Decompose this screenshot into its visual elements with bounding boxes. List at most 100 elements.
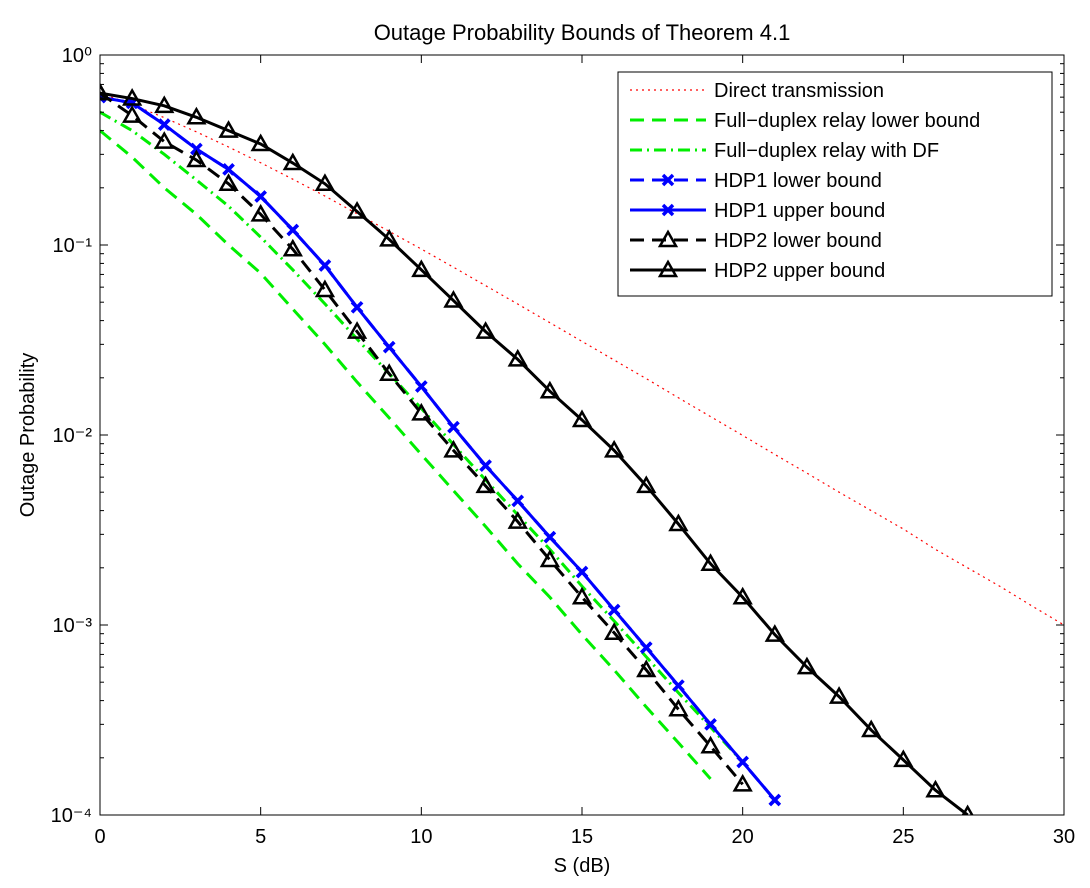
marker-triangle — [186, 106, 207, 125]
x-tick-label: 25 — [892, 826, 914, 848]
marker-triangle — [603, 622, 625, 641]
marker-triangle — [571, 586, 593, 605]
series-line — [100, 129, 712, 780]
legend-label: Full−duplex relay with DF — [714, 140, 939, 162]
marker-x — [661, 173, 675, 187]
series-line — [100, 91, 744, 786]
marker-triangle — [668, 513, 689, 532]
marker-triangle — [282, 238, 303, 257]
marker-triangle — [571, 409, 593, 428]
marker-x — [704, 718, 717, 731]
series-line — [100, 91, 969, 815]
marker-triangle — [961, 804, 974, 815]
marker-x — [382, 340, 396, 354]
marker-triangle — [154, 131, 175, 149]
legend-label: HDP1 upper bound — [714, 200, 885, 222]
y-tick-label: 10⁰ — [62, 45, 92, 67]
marker-x — [415, 380, 428, 393]
marker-triangle — [346, 201, 368, 219]
marker-x — [190, 142, 203, 156]
x-axis-label: S (dB) — [554, 855, 611, 877]
marker-triangle — [732, 773, 753, 792]
marker-triangle — [828, 686, 850, 704]
y-tick-label: 10⁻² — [53, 425, 93, 447]
marker-x — [350, 301, 364, 314]
series-line — [100, 95, 776, 801]
marker-triangle — [657, 259, 679, 278]
marker-x — [511, 494, 524, 508]
marker-triangle — [250, 133, 271, 152]
legend-label: Full−duplex relay lower bound — [714, 110, 980, 132]
marker-triangle — [121, 88, 143, 106]
series-line — [100, 92, 1064, 626]
marker-triangle — [507, 511, 528, 529]
x-tick-label: 5 — [255, 826, 266, 848]
marker-x — [575, 565, 589, 579]
marker-triangle — [861, 719, 882, 738]
marker-triangle — [539, 380, 561, 399]
marker-x — [661, 203, 675, 217]
legend-label: HDP2 lower bound — [714, 230, 882, 252]
marker-x — [158, 118, 171, 131]
y-tick-label: 10⁻⁴ — [51, 805, 92, 827]
x-tick-label: 15 — [571, 826, 593, 848]
marker-triangle — [636, 659, 657, 678]
legend-box — [617, 71, 1053, 297]
marker-triangle — [218, 120, 239, 138]
marker-triangle — [314, 279, 336, 298]
x-tick-label: 30 — [1053, 826, 1075, 848]
marker-triangle — [925, 779, 946, 798]
marker-triangle — [154, 95, 175, 114]
series-line — [100, 110, 744, 764]
marker-x — [447, 420, 460, 434]
marker-triangle — [411, 259, 432, 278]
marker-x — [640, 641, 653, 654]
marker-triangle — [700, 735, 721, 754]
marker-triangle — [100, 82, 111, 101]
marker-triangle — [475, 475, 496, 494]
marker-triangle — [700, 553, 721, 572]
marker-triangle — [379, 228, 400, 247]
legend-label: HDP2 upper bound — [714, 260, 885, 282]
plot-data — [100, 82, 1064, 815]
marker-triangle — [282, 152, 303, 171]
y-axis-label: Outage Probability — [17, 353, 39, 518]
marker-triangle — [507, 348, 528, 367]
y-tick-label: 10⁻¹ — [53, 235, 93, 257]
marker-x — [222, 163, 235, 176]
marker-x — [672, 679, 685, 692]
marker-triangle — [250, 203, 271, 222]
marker-triangle — [475, 321, 496, 339]
y-tick-label: 10⁻³ — [53, 615, 93, 637]
marker-triangle — [443, 290, 464, 308]
marker-x — [736, 755, 749, 769]
marker-x — [479, 459, 492, 472]
marker-triangle — [796, 656, 818, 675]
marker-triangle — [186, 149, 207, 168]
marker-x — [254, 190, 267, 203]
x-tick-label: 10 — [410, 826, 432, 848]
legend-label: Direct transmission — [714, 80, 884, 102]
marker-triangle — [539, 549, 561, 568]
marker-triangle — [657, 229, 679, 248]
chart-title: Outage Probability Bounds of Theorem 4.1 — [374, 20, 791, 45]
marker-triangle — [668, 698, 689, 717]
marker-triangle — [218, 173, 239, 192]
marker-triangle — [764, 624, 785, 642]
x-tick-label: 20 — [732, 826, 754, 848]
legend-label: HDP1 lower bound — [714, 170, 882, 192]
marker-x — [286, 223, 300, 237]
marker-x — [607, 603, 621, 617]
marker-triangle — [636, 475, 657, 494]
marker-triangle — [121, 105, 143, 123]
marker-triangle — [732, 586, 753, 605]
marker-triangle — [346, 321, 368, 339]
marker-x — [543, 530, 557, 544]
marker-triangle — [893, 749, 914, 768]
marker-triangle — [379, 363, 400, 382]
marker-triangle — [603, 439, 625, 458]
marker-x — [318, 259, 332, 272]
x-tick-label: 0 — [94, 826, 105, 848]
marker-triangle — [314, 173, 336, 192]
